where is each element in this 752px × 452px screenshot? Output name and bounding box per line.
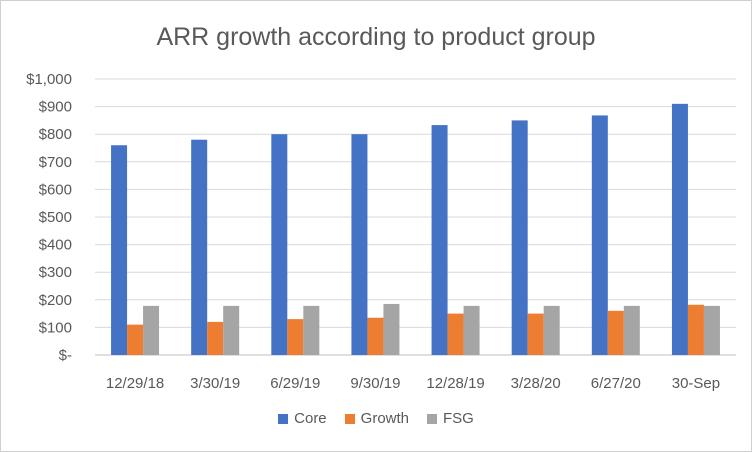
bar-growth: [447, 313, 464, 355]
bar-core: [591, 115, 608, 355]
y-tick-label: $1,000: [26, 71, 72, 88]
chart-title: ARR growth according to product group: [156, 23, 596, 51]
bar-fsg: [383, 303, 400, 355]
legend-label: Growth: [360, 410, 410, 427]
bar-fsg: [223, 305, 240, 355]
bar-fsg: [143, 305, 160, 355]
legend-label: Core: [294, 410, 327, 427]
y-tick-label: $200: [39, 292, 72, 309]
legend-item-fsg: FSG: [427, 410, 474, 427]
bar-fsg: [543, 305, 560, 355]
legend-swatch: [344, 413, 355, 424]
bar-growth: [607, 310, 624, 355]
y-tick-label: $500: [39, 209, 72, 226]
bar-growth: [367, 317, 384, 355]
x-tick-label: 3/28/20: [511, 375, 561, 392]
y-tick-label: $300: [39, 264, 72, 281]
bar-fsg: [303, 305, 320, 355]
bar-growth: [127, 324, 144, 355]
bar-core: [511, 120, 528, 356]
x-tick-label: 9/30/19: [350, 375, 400, 392]
bar-core: [431, 125, 448, 355]
bar-core: [111, 145, 128, 355]
bar-growth: [207, 321, 224, 355]
bar-core: [351, 134, 368, 355]
legend-swatch: [278, 413, 289, 424]
bar-growth: [527, 313, 544, 355]
bar-fsg: [463, 305, 480, 355]
x-tick-label: 6/27/20: [591, 375, 641, 392]
y-tick-label: $800: [39, 126, 72, 143]
x-tick-label: 6/29/19: [270, 375, 320, 392]
bar-core: [271, 134, 288, 355]
x-tick-label: 3/30/19: [190, 375, 240, 392]
bar-fsg: [623, 305, 640, 355]
legend-label: FSG: [443, 410, 474, 427]
y-tick-label: $100: [39, 319, 72, 336]
x-tick-label: 12/29/18: [106, 375, 164, 392]
y-tick-label: $400: [39, 237, 72, 254]
y-tick-label: $-: [59, 347, 72, 364]
y-tick-label: $600: [39, 181, 72, 198]
bar-fsg: [703, 305, 720, 355]
bar-core: [191, 139, 208, 355]
y-tick-label: $700: [39, 154, 72, 171]
legend-item-core: Core: [278, 410, 327, 427]
y-tick-label: $900: [39, 99, 72, 116]
chart-legend: Core Growth FSG: [1, 410, 751, 427]
x-tick-label: 12/28/19: [426, 375, 484, 392]
bar-core: [671, 103, 688, 355]
x-tick-label: 30-Sep: [672, 375, 720, 392]
legend-swatch: [427, 413, 438, 424]
legend-item-growth: Growth: [344, 410, 410, 427]
bar-growth: [287, 319, 304, 355]
bar-growth: [687, 304, 704, 355]
